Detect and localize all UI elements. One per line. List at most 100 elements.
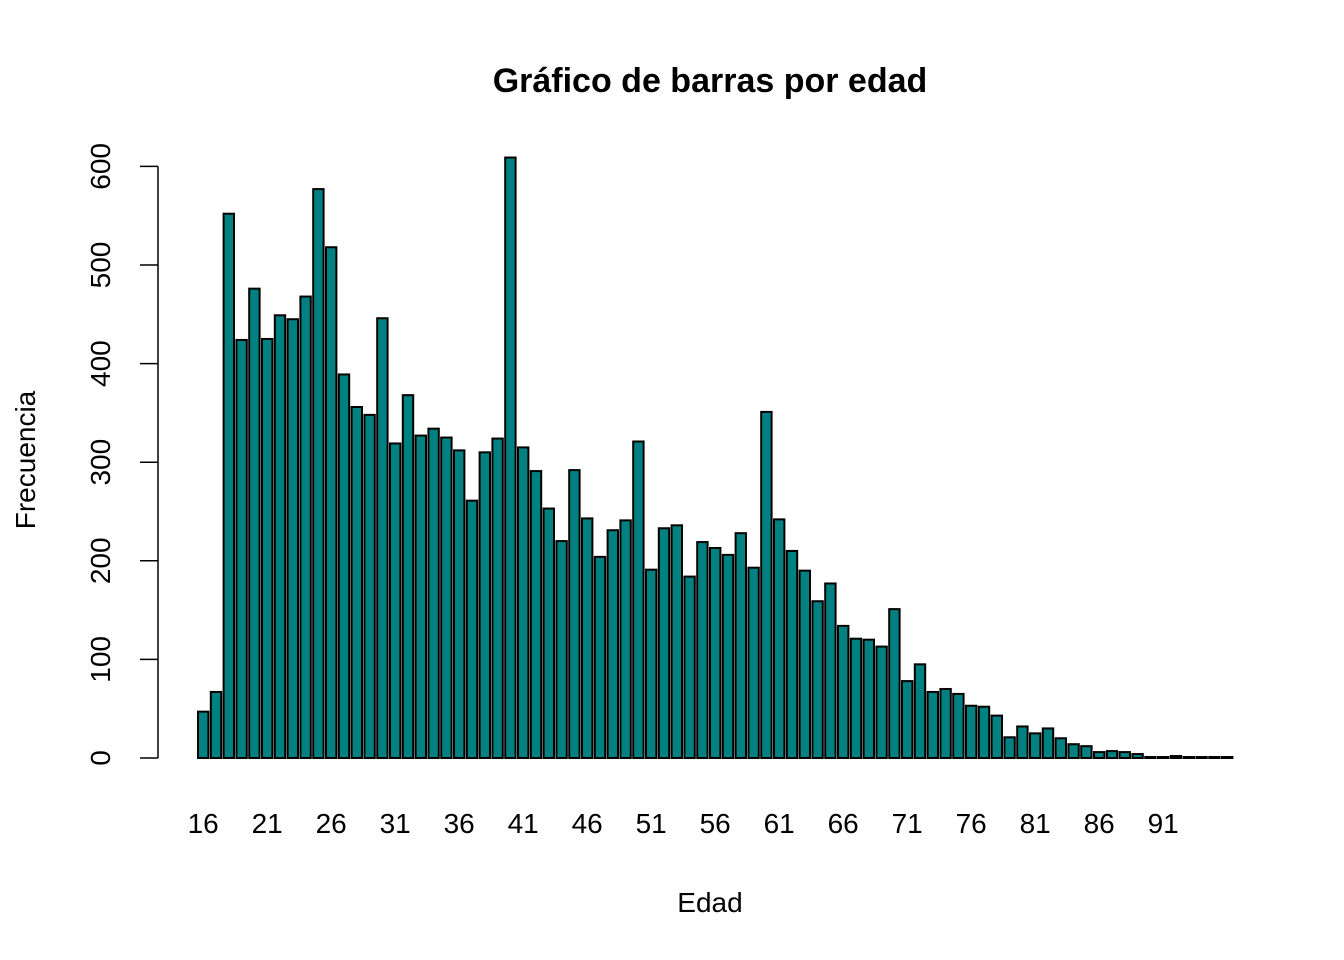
x-tick-label: 76	[956, 808, 987, 839]
bar	[888, 608, 901, 760]
x-tick-label: 21	[252, 808, 283, 839]
bar	[1118, 751, 1131, 759]
bar	[337, 373, 351, 759]
x-tick-label: 46	[572, 808, 603, 839]
bar	[440, 436, 453, 759]
bar	[209, 690, 223, 759]
bar	[1195, 756, 1208, 759]
bar	[1208, 756, 1221, 759]
bar	[1016, 725, 1029, 759]
bar	[1169, 755, 1183, 760]
x-tick-labels: 16 21 26 31 36 41 46 51 56 61 66 71 76 81 86 91	[188, 808, 1179, 839]
bar	[1080, 745, 1093, 760]
bar	[683, 575, 696, 759]
bar	[709, 546, 722, 759]
bar	[248, 287, 261, 759]
bar	[696, 541, 709, 759]
x-axis-label: Edad	[677, 887, 742, 918]
bar	[721, 553, 735, 759]
bar	[875, 645, 888, 759]
bar	[926, 690, 939, 759]
bar	[606, 529, 619, 760]
y-tick-label: 300	[85, 439, 116, 486]
y-tick-label: 400	[85, 340, 116, 387]
bar	[478, 451, 492, 759]
x-tick-label: 91	[1148, 808, 1179, 839]
bar	[760, 410, 773, 759]
bar	[811, 600, 824, 760]
bar	[542, 507, 555, 759]
x-tick-label: 16	[188, 808, 219, 839]
y-tick-label: 100	[85, 636, 116, 683]
bars	[197, 156, 1234, 760]
bar	[529, 470, 543, 759]
bar	[414, 434, 428, 759]
bar	[619, 519, 632, 760]
bar	[1067, 743, 1080, 759]
bar	[517, 446, 530, 759]
bar	[389, 442, 402, 759]
bar	[798, 569, 811, 759]
bar	[312, 188, 325, 759]
bar	[491, 437, 504, 759]
x-tick-label: 61	[764, 808, 795, 839]
x-tick-label: 56	[700, 808, 731, 839]
chart-title: Gráfico de barras por edad	[493, 62, 928, 100]
y-tick-label: 600	[85, 143, 116, 190]
bar	[1144, 756, 1157, 759]
bar	[350, 405, 364, 759]
bar	[363, 413, 376, 759]
bar	[632, 440, 645, 759]
bar	[1093, 751, 1106, 759]
bar	[734, 532, 747, 760]
bar	[965, 704, 978, 760]
bar	[773, 518, 786, 759]
bar	[837, 624, 850, 759]
bar	[657, 527, 671, 760]
bar	[427, 427, 440, 759]
x-tick-label: 41	[508, 808, 539, 839]
bar	[197, 710, 210, 760]
bar	[325, 246, 338, 759]
y-axis-label: Frecuencia	[10, 390, 41, 529]
bar	[1105, 750, 1119, 760]
bar	[376, 317, 389, 759]
x-tick-label: 86	[1084, 808, 1115, 839]
bar	[504, 156, 517, 759]
bar	[862, 638, 875, 759]
x-tick-label: 26	[316, 808, 347, 839]
bar	[785, 549, 799, 759]
bar	[952, 692, 965, 759]
bar	[670, 524, 683, 760]
bar	[453, 449, 466, 759]
bar	[747, 566, 760, 760]
x-tick-label: 71	[892, 808, 923, 839]
x-tick-label: 81	[1020, 808, 1051, 839]
bar	[568, 469, 581, 759]
bar	[1054, 737, 1067, 760]
bar	[939, 687, 952, 759]
y-tick-label: 0	[85, 750, 116, 766]
y-tick-label: 200	[85, 537, 116, 584]
bar	[286, 318, 300, 759]
bar	[990, 714, 1003, 759]
bar	[913, 663, 927, 760]
bar	[581, 517, 594, 759]
x-tick-label: 51	[636, 808, 667, 839]
y-tick-label: 500	[85, 242, 116, 289]
bar	[1131, 753, 1144, 760]
bar	[824, 582, 837, 760]
bar	[1029, 732, 1042, 759]
bar	[273, 314, 287, 759]
x-tick-label: 31	[380, 808, 411, 839]
bar	[1182, 756, 1195, 759]
bar	[1003, 736, 1016, 760]
bar	[593, 555, 607, 760]
bar	[555, 540, 568, 760]
bar	[1041, 727, 1055, 759]
bar	[977, 705, 991, 760]
bar	[1157, 756, 1170, 759]
bar	[901, 680, 914, 759]
bar	[401, 394, 415, 759]
x-tick-label: 36	[444, 808, 475, 839]
